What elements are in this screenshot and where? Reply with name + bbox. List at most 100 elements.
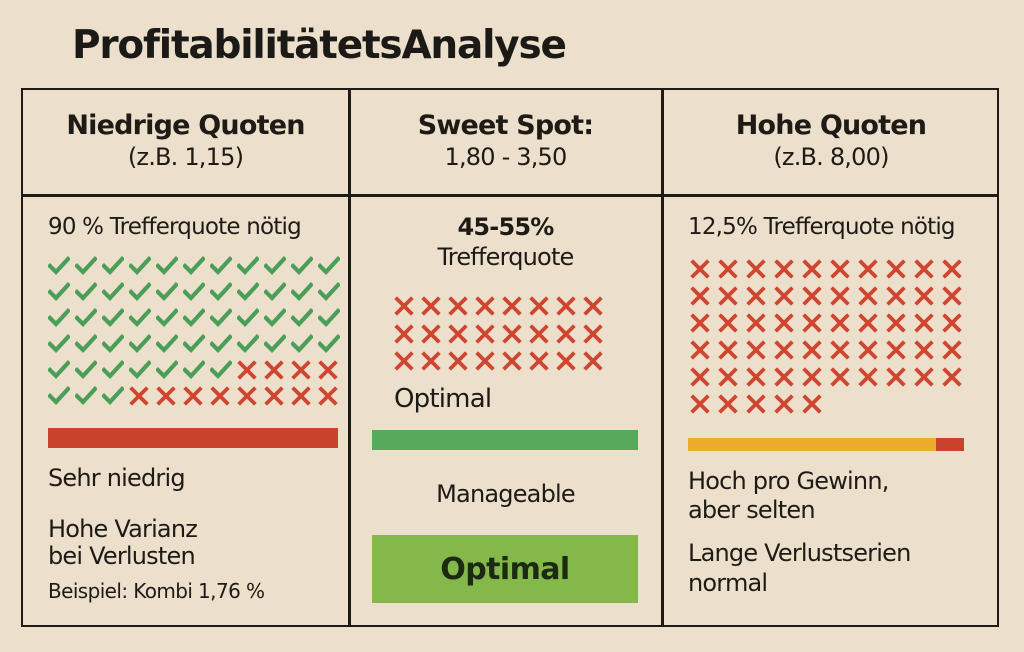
cross-icon (718, 367, 740, 387)
note-line: aber selten (688, 496, 816, 524)
checkmark-icon (128, 334, 152, 354)
cross-icon (448, 323, 470, 344)
cross-icon (942, 367, 964, 387)
column-header-title: Hohe Quoten (735, 110, 927, 141)
cross-icon (886, 313, 908, 333)
cross-icon (942, 286, 964, 306)
cross-icon (858, 313, 880, 333)
cross-icon (914, 259, 936, 279)
checkmark-icon (236, 282, 260, 302)
cross-icon (318, 360, 340, 380)
cross-icon (886, 286, 908, 306)
checkmark-icon (74, 334, 98, 354)
hit-rate-label: Trefferquote (437, 243, 574, 271)
checkmark-icon (101, 256, 125, 276)
checkmark-icon (155, 360, 179, 380)
cross-icon (886, 340, 908, 360)
cross-icon (774, 394, 796, 414)
cross-icon (690, 340, 712, 360)
checkmark-icon (209, 334, 233, 354)
hit-rate-label: 12,5% Trefferquote nötig (688, 214, 956, 240)
variance-bar-red (48, 428, 338, 448)
page-title: ProfitabilitätetsAnalyse (72, 23, 567, 68)
checkmark-icon (209, 282, 233, 302)
checkmark-icon (209, 360, 233, 380)
cross-icon (858, 286, 880, 306)
optimal-badge: Optimal (372, 535, 638, 603)
checkmark-icon (182, 308, 206, 328)
column-header-title: Sweet Spot: (417, 110, 594, 141)
bar-label: Sehr niedrig (48, 464, 186, 492)
cross-icon (475, 323, 497, 344)
note-line: Hoch pro Gewinn, (688, 467, 889, 495)
checkmark-icon (74, 282, 98, 302)
hit-rate-block: 45-55% Trefferquote (350, 212, 661, 272)
cross-icon (529, 296, 551, 316)
cross-icon (802, 340, 824, 360)
column-high-odds: Hohe Quoten (z.B. 8,00) 12,5% Trefferquo… (663, 90, 999, 625)
header-divider (23, 194, 997, 197)
note-line: Lange Verlustserien (688, 539, 911, 567)
cross-icon (830, 259, 852, 279)
cross-icon (502, 351, 524, 371)
cross-icon (746, 340, 768, 360)
cross-icon (690, 394, 712, 414)
cross-icon (774, 259, 796, 279)
cross-icon (886, 367, 908, 387)
checkmark-icon (155, 256, 179, 276)
checkmark-icon (74, 386, 98, 406)
cross-icon (475, 351, 497, 371)
cross-icon (690, 367, 712, 387)
example-note: Beispiel: Kombi 1,76 % (48, 579, 265, 603)
column-header-subtitle: (z.B. 8,00) (773, 143, 889, 171)
cross-icon (718, 340, 740, 360)
cross-icon (718, 286, 740, 306)
checkmark-icon (236, 256, 260, 276)
cross-icon (746, 259, 768, 279)
comparison-table: Niedrige Quoten (z.B. 1,15) 90 % Treffer… (21, 88, 999, 627)
cross-icon (129, 386, 151, 406)
column-divider (661, 90, 664, 625)
column-sweet-spot: Sweet Spot: 1,80 - 3,50 45-55% Trefferqu… (350, 90, 661, 625)
cross-icon (886, 259, 908, 279)
checkmark-icon (317, 308, 341, 328)
checkmark-icon (74, 256, 98, 276)
cross-icon (914, 367, 936, 387)
cross-icon (858, 367, 880, 387)
cross-icon (421, 296, 443, 316)
variance-bar-orange (688, 438, 936, 451)
cross-icon (690, 259, 712, 279)
cross-icon (858, 259, 880, 279)
cross-icon (774, 286, 796, 306)
checkmark-icon (263, 334, 287, 354)
checkmark-icon (209, 308, 233, 328)
bar-label: Manageable (436, 480, 576, 508)
column-header: Sweet Spot: 1,80 - 3,50 (350, 90, 661, 194)
checkmark-icon (101, 386, 125, 406)
checkmark-icon (101, 334, 125, 354)
cross-icon (318, 386, 340, 406)
checkmark-icon (317, 334, 341, 354)
cross-icon (502, 296, 524, 316)
checkmark-icon (155, 282, 179, 302)
column-header: Niedrige Quoten (z.B. 1,15) (23, 90, 348, 194)
checkmark-icon (182, 334, 206, 354)
cross-icon (448, 351, 470, 371)
cross-icon (914, 286, 936, 306)
cross-icon (942, 259, 964, 279)
cross-icon (942, 313, 964, 333)
hit-rate-value: 45-55% (457, 213, 554, 241)
cross-icon (858, 340, 880, 360)
cross-icon (448, 296, 470, 316)
cross-icon (774, 340, 796, 360)
cross-icon (830, 286, 852, 306)
checkmark-icon (263, 282, 287, 302)
checkmark-icon (182, 360, 206, 380)
cross-icon (264, 386, 286, 406)
checkmark-icon (128, 256, 152, 276)
variance-bar-green (372, 430, 638, 450)
checkmark-icon (182, 282, 206, 302)
cross-icon (914, 313, 936, 333)
cross-icon (746, 367, 768, 387)
cross-icon (802, 313, 824, 333)
